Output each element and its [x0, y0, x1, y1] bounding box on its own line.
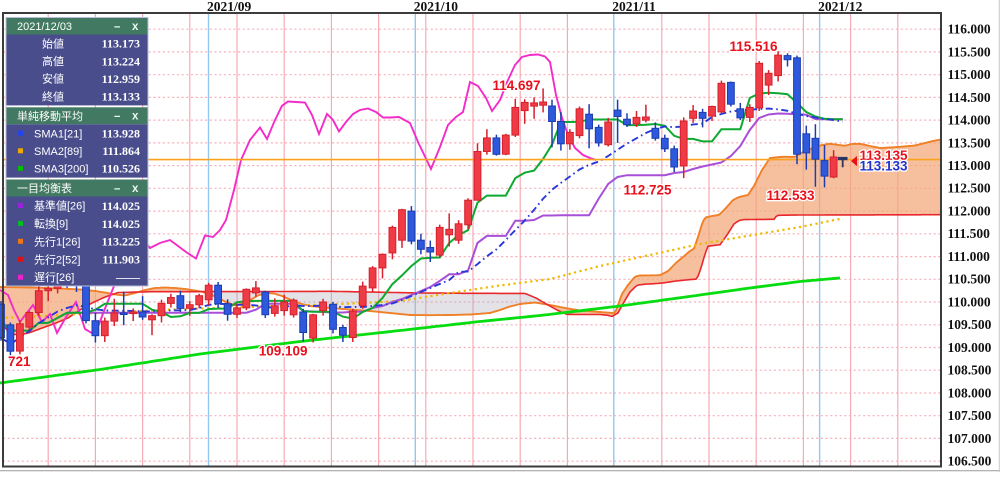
- svg-text:2021/09: 2021/09: [207, 0, 252, 14]
- svg-text:x: x: [132, 183, 139, 195]
- svg-text:110.500: 110.500: [948, 272, 991, 287]
- svg-text:114.000: 114.000: [948, 113, 991, 128]
- svg-text:SMA1[21]: SMA1[21]: [34, 128, 82, 140]
- svg-text:SMA2[89]: SMA2[89]: [34, 146, 82, 158]
- svg-text:112.533: 112.533: [766, 188, 815, 203]
- svg-text:先行1[26]: 先行1[26]: [34, 235, 80, 248]
- svg-text:114.697: 114.697: [492, 78, 540, 93]
- svg-text:2021/12: 2021/12: [818, 0, 863, 14]
- svg-text:106.500: 106.500: [948, 454, 992, 469]
- svg-text:先行2[52]: 先行2[52]: [34, 253, 80, 266]
- svg-text:2021/12/03: 2021/12/03: [17, 21, 72, 33]
- svg-text:113.928: 113.928: [102, 127, 140, 141]
- svg-text:——: ——: [115, 270, 141, 284]
- svg-text:113.133: 113.133: [102, 90, 140, 104]
- svg-text:113.135: 113.135: [860, 148, 909, 163]
- svg-text:113.173: 113.173: [102, 37, 140, 51]
- svg-text:108.500: 108.500: [948, 363, 992, 378]
- svg-text:111.864: 111.864: [102, 144, 140, 158]
- svg-text:113.500: 113.500: [948, 135, 991, 150]
- svg-text:–: –: [114, 111, 121, 123]
- svg-text:108.000: 108.000: [948, 385, 992, 400]
- svg-text:112.500: 112.500: [948, 181, 991, 196]
- svg-text:x: x: [132, 111, 139, 123]
- svg-text:基準値[26]: 基準値[26]: [34, 199, 85, 213]
- svg-text:高値: 高値: [42, 54, 64, 68]
- svg-text:721: 721: [8, 354, 31, 369]
- svg-text:114.500: 114.500: [948, 90, 991, 105]
- svg-text:114.025: 114.025: [102, 217, 140, 231]
- svg-text:始値: 始値: [42, 37, 64, 51]
- svg-text:2021/10: 2021/10: [414, 0, 459, 14]
- svg-text:終値: 終値: [42, 89, 64, 103]
- svg-text:110.526: 110.526: [102, 162, 140, 176]
- svg-text:111.000: 111.000: [948, 249, 991, 264]
- svg-text:x: x: [132, 21, 139, 33]
- svg-text:109.109: 109.109: [259, 344, 308, 359]
- svg-text:113.225: 113.225: [102, 235, 140, 249]
- svg-text:一目均衡表: 一目均衡表: [17, 181, 72, 195]
- svg-text:安値: 安値: [42, 72, 64, 86]
- svg-text:114.025: 114.025: [102, 199, 140, 213]
- svg-text:–: –: [114, 21, 121, 33]
- svg-text:111.500: 111.500: [948, 226, 991, 241]
- svg-text:109.000: 109.000: [948, 340, 992, 355]
- svg-text:単純移動平均: 単純移動平均: [17, 109, 83, 123]
- svg-text:112.000: 112.000: [948, 204, 991, 219]
- svg-text:116.000: 116.000: [948, 22, 991, 37]
- svg-text:SMA3[200]: SMA3[200]: [34, 164, 88, 176]
- svg-text:109.500: 109.500: [948, 317, 992, 332]
- svg-text:107.000: 107.000: [948, 431, 992, 446]
- svg-text:115.500: 115.500: [948, 44, 991, 59]
- svg-text:–: –: [114, 183, 121, 195]
- svg-text:110.000: 110.000: [948, 294, 991, 309]
- svg-text:115.000: 115.000: [948, 67, 991, 82]
- svg-text:107.500: 107.500: [948, 408, 992, 423]
- svg-text:112.725: 112.725: [623, 183, 672, 198]
- svg-text:転換[9]: 転換[9]: [34, 218, 68, 231]
- svg-text:112.959: 112.959: [102, 72, 140, 86]
- svg-text:2021/11: 2021/11: [612, 0, 656, 14]
- svg-text:遅行[26]: 遅行[26]: [34, 271, 74, 284]
- svg-text:111.903: 111.903: [102, 253, 140, 267]
- svg-text:113.133: 113.133: [860, 159, 909, 174]
- svg-text:113.000: 113.000: [948, 158, 991, 173]
- svg-text:115.516: 115.516: [729, 39, 778, 54]
- svg-text:113.224: 113.224: [102, 54, 140, 68]
